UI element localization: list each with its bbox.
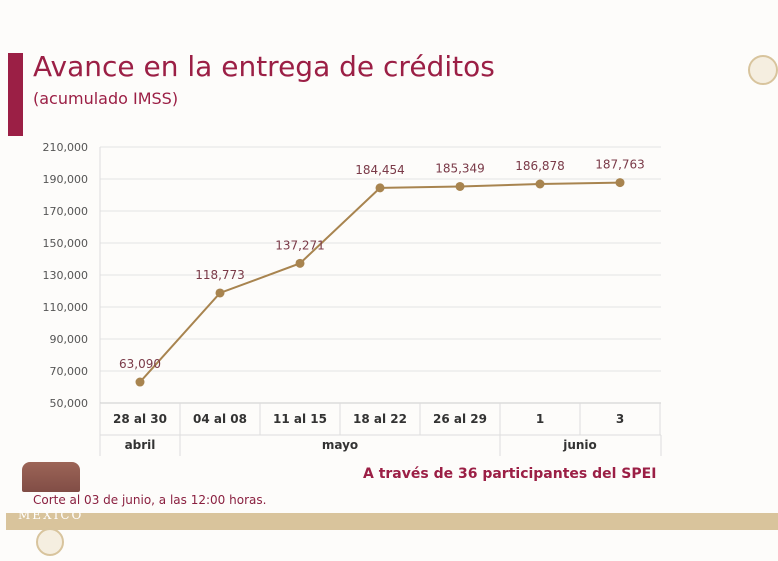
data-label: 184,454 xyxy=(355,163,405,177)
y-tick-label: 70,000 xyxy=(50,365,89,378)
y-tick-label: 150,000 xyxy=(43,237,89,250)
data-label: 187,763 xyxy=(595,158,645,172)
x-tick-label: 04 al 08 xyxy=(193,412,247,426)
series-line xyxy=(139,181,621,383)
y-tick-label: 90,000 xyxy=(50,333,89,346)
heroes-logo-icon xyxy=(22,462,80,492)
data-label: 185,349 xyxy=(435,161,485,175)
x-tick-label: 26 al 29 xyxy=(433,412,487,426)
data-point xyxy=(535,179,545,189)
y-tick-label: 130,000 xyxy=(43,269,89,282)
seal-icon-bottom xyxy=(36,528,64,556)
x-tick-label: 1 xyxy=(536,412,544,426)
data-point xyxy=(615,178,625,188)
data-point xyxy=(135,377,145,387)
group-label: mayo xyxy=(322,438,358,452)
data-point xyxy=(455,181,465,191)
y-tick-label: 50,000 xyxy=(50,397,89,410)
page-subtitle: (acumulado IMSS) xyxy=(33,89,179,108)
x-tick-label: 3 xyxy=(616,412,624,426)
y-tick-label: 170,000 xyxy=(43,205,89,218)
data-label: 118,773 xyxy=(195,268,245,282)
y-tick-label: 110,000 xyxy=(43,301,89,314)
y-tick-label: 210,000 xyxy=(43,141,89,154)
group-label: abril xyxy=(125,438,156,452)
x-tick-label: 28 al 30 xyxy=(113,412,167,426)
participants-note: A través de 36 participantes del SPEI xyxy=(363,466,657,482)
cutoff-note: Corte al 03 de junio, a las 12:00 horas. xyxy=(33,493,267,507)
title-accent-bar xyxy=(8,53,23,136)
data-label: 63,090 xyxy=(119,357,161,371)
y-tick-label: 190,000 xyxy=(43,173,89,186)
data-label: 137,271 xyxy=(275,238,325,252)
data-point xyxy=(375,183,385,193)
data-point xyxy=(215,288,225,298)
mexico-logo-text: MÉXICO xyxy=(18,508,84,522)
data-point xyxy=(295,258,305,268)
footer-band xyxy=(6,513,778,530)
group-label: junio xyxy=(562,438,597,452)
x-tick-label: 18 al 22 xyxy=(353,412,407,426)
page-title: Avance en la entrega de créditos xyxy=(33,50,495,83)
x-tick-label: 11 al 15 xyxy=(273,412,327,426)
seal-icon xyxy=(748,55,778,85)
data-label: 186,878 xyxy=(515,159,565,173)
